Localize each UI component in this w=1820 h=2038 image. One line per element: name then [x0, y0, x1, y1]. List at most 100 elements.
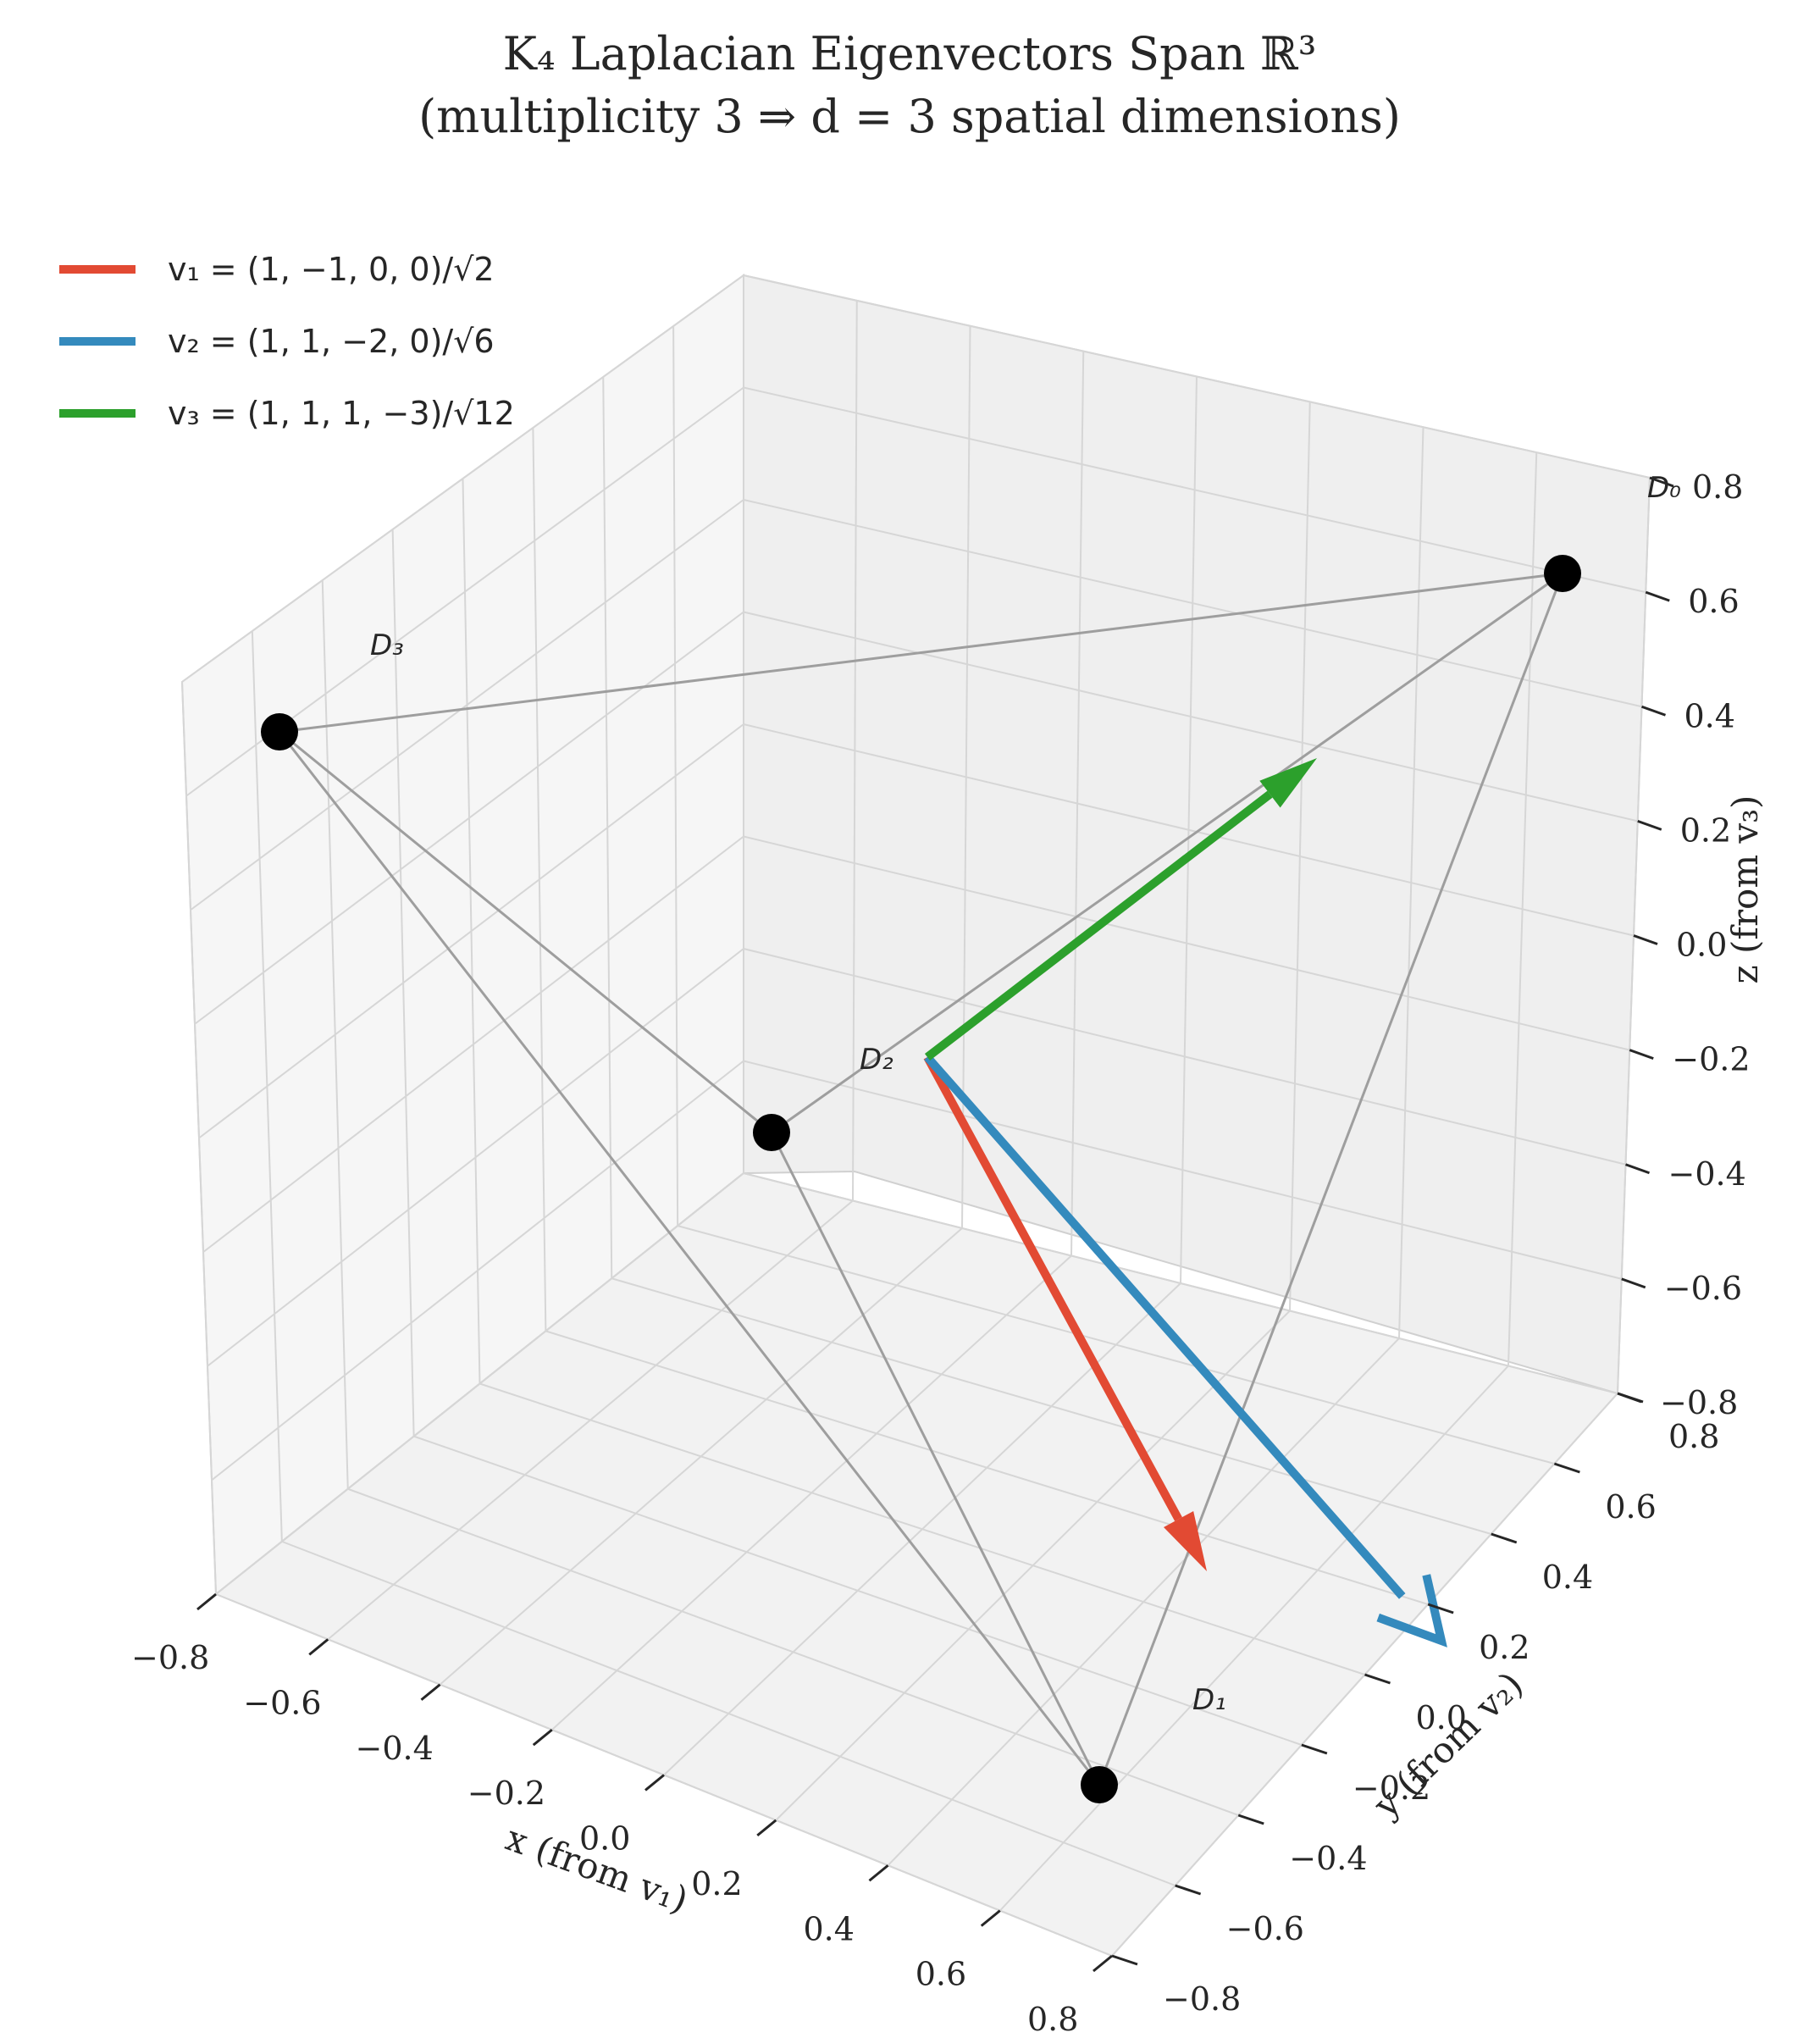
z-axis-label: z (from v₃)	[1724, 795, 1766, 984]
legend-label-1: v₁ = (1, −1, 0, 0)/√2	[168, 251, 495, 288]
x-tick-label: −0.8	[131, 1639, 209, 1676]
grid-back-v	[1398, 427, 1424, 1339]
grid-left-v	[672, 325, 679, 1227]
vertex-point-1	[261, 713, 298, 750]
z-tick-mark	[1645, 590, 1670, 602]
x-tick-label: 0.6	[916, 1956, 966, 1993]
graph-edges	[278, 572, 1564, 1786]
grid-floor-x	[775, 1310, 1291, 1821]
axis-ticks: −0.8 −0.8 −0.8 −0.6 −0.6 −0.6 −0.4 −0.4 −0.4 −0.2…	[131, 468, 1751, 2038]
z-tick-mark	[1637, 819, 1662, 831]
vector-shaft-1	[923, 1055, 1182, 1521]
vector-head-1	[1163, 1510, 1207, 1571]
grid-floor-y	[479, 1382, 1365, 1675]
grid-back-h	[743, 1060, 1622, 1280]
legend: v₁ = (1, −1, 0, 0)/√2 v₂ = (1, 1, −2, 0)/…	[59, 251, 515, 432]
grid-left-h	[202, 835, 744, 1253]
grid-back-v	[1289, 402, 1311, 1311]
y-tick-mark	[1301, 1743, 1328, 1755]
chart-title: K₄ Laplacian Eigenvectors Span ℝ³	[503, 27, 1317, 80]
graph-edge	[279, 572, 1563, 734]
z-tick-label: −0.2	[1672, 1041, 1750, 1078]
gridlines	[181, 274, 1651, 1957]
x-tick-label: −0.6	[243, 1684, 321, 1721]
x-tick-label: 0.4	[804, 1910, 855, 1947]
legend-label-2: v₂ = (1, 1, −2, 0)/√6	[168, 323, 495, 360]
vertex-label-0: D₀	[1647, 471, 1681, 505]
grid-floor-y	[545, 1330, 1429, 1605]
graph-edge	[770, 1132, 1101, 1786]
legend-label-3: v₃ = (1, 1, 1, −3)/√12	[168, 395, 515, 432]
grid-left-h	[207, 948, 744, 1367]
z-tick-label: 0.6	[1688, 583, 1739, 620]
graph-edge	[278, 731, 1101, 1786]
eigenvector-arrows	[923, 758, 1447, 1648]
vertex-point-0	[1544, 555, 1581, 592]
vertex-point-3	[753, 1114, 790, 1151]
z-tick-label: 0.0	[1676, 927, 1727, 964]
x-tick-mark	[420, 1683, 441, 1701]
x-tick-mark	[308, 1638, 329, 1656]
z-tick-mark	[1629, 1049, 1654, 1061]
z-tick-label: −0.6	[1664, 1270, 1742, 1307]
x-tick-mark	[980, 1909, 1001, 1927]
y-tick-label: −0.4	[1289, 1840, 1367, 1877]
grid-floor-x	[999, 1365, 1509, 1912]
vector-shaft-3	[924, 790, 1273, 1061]
y-tick-mark	[1491, 1532, 1518, 1544]
y-tick-mark	[1364, 1673, 1391, 1685]
z-tick-mark	[1649, 476, 1674, 488]
x-tick-mark	[868, 1864, 889, 1882]
grid-left-h	[211, 1060, 744, 1481]
vector-head-3	[1259, 758, 1317, 808]
grid-floor-x	[887, 1337, 1400, 1866]
z-tick-mark	[1624, 1163, 1651, 1175]
y-tick-label: −0.6	[1226, 1910, 1304, 1947]
y-axis-label: y (from v₂)	[1364, 1664, 1530, 1826]
vertex-point-2	[1081, 1766, 1118, 1803]
axis-panes	[180, 274, 1651, 1958]
y-tick-label: 0.0	[1416, 1699, 1467, 1736]
grid-left-v	[602, 376, 613, 1279]
grid-back-h	[743, 835, 1630, 1051]
y-tick-label: 0.6	[1605, 1488, 1656, 1526]
z-tick-mark	[1621, 1277, 1646, 1289]
x-tick-label: −0.2	[467, 1775, 545, 1812]
x-tick-label: 0.8	[1027, 2001, 1078, 2038]
z-tick-label: −0.4	[1668, 1155, 1746, 1193]
grid-back-v	[1507, 452, 1538, 1366]
graph-edge	[771, 572, 1563, 1134]
y-tick-label: 0.8	[1668, 1418, 1719, 1455]
vector-head-2	[1376, 1574, 1447, 1648]
y-tick-label: 0.4	[1542, 1559, 1593, 1596]
x-tick-label: −0.4	[356, 1730, 434, 1767]
graph-edge	[279, 730, 772, 1134]
vertex-labels: D₀ D₁ D₂ D₃	[370, 471, 1681, 1717]
vector-shaft-2	[924, 1054, 1406, 1599]
y-tick-label: −0.2	[1353, 1769, 1430, 1807]
x-tick-mark	[196, 1592, 217, 1611]
z-tick-label: −0.8	[1660, 1384, 1738, 1421]
grid-left-h	[215, 1172, 744, 1595]
y-tick-mark	[1427, 1603, 1454, 1614]
grid-left-v	[532, 427, 547, 1332]
graph-edge	[1098, 573, 1564, 1786]
y-tick-label: 0.2	[1479, 1629, 1530, 1666]
z-tick-mark	[1633, 934, 1658, 945]
grid-back-h	[743, 723, 1635, 937]
grid-back-h	[743, 1172, 1618, 1394]
grid-floor-y	[677, 1225, 1555, 1465]
chart-subtitle: (multiplicity 3 ⇒ d = 3 spatial dimensio…	[418, 90, 1401, 143]
grid-back-h	[743, 948, 1626, 1166]
x-tick-label: 0.0	[579, 1820, 630, 1858]
grid-left-h	[198, 723, 744, 1139]
vertex-label-2: D₂	[860, 1043, 893, 1077]
z-tick-label: 0.8	[1692, 468, 1743, 506]
y-tick-label: −0.8	[1163, 1980, 1241, 2018]
graph-vertices	[261, 555, 1581, 1803]
z-tick-mark	[1640, 705, 1667, 717]
y-tick-mark	[1175, 1884, 1202, 1896]
y-tick-mark	[1617, 1392, 1644, 1404]
vertex-label-1: D₁	[1192, 1683, 1226, 1717]
